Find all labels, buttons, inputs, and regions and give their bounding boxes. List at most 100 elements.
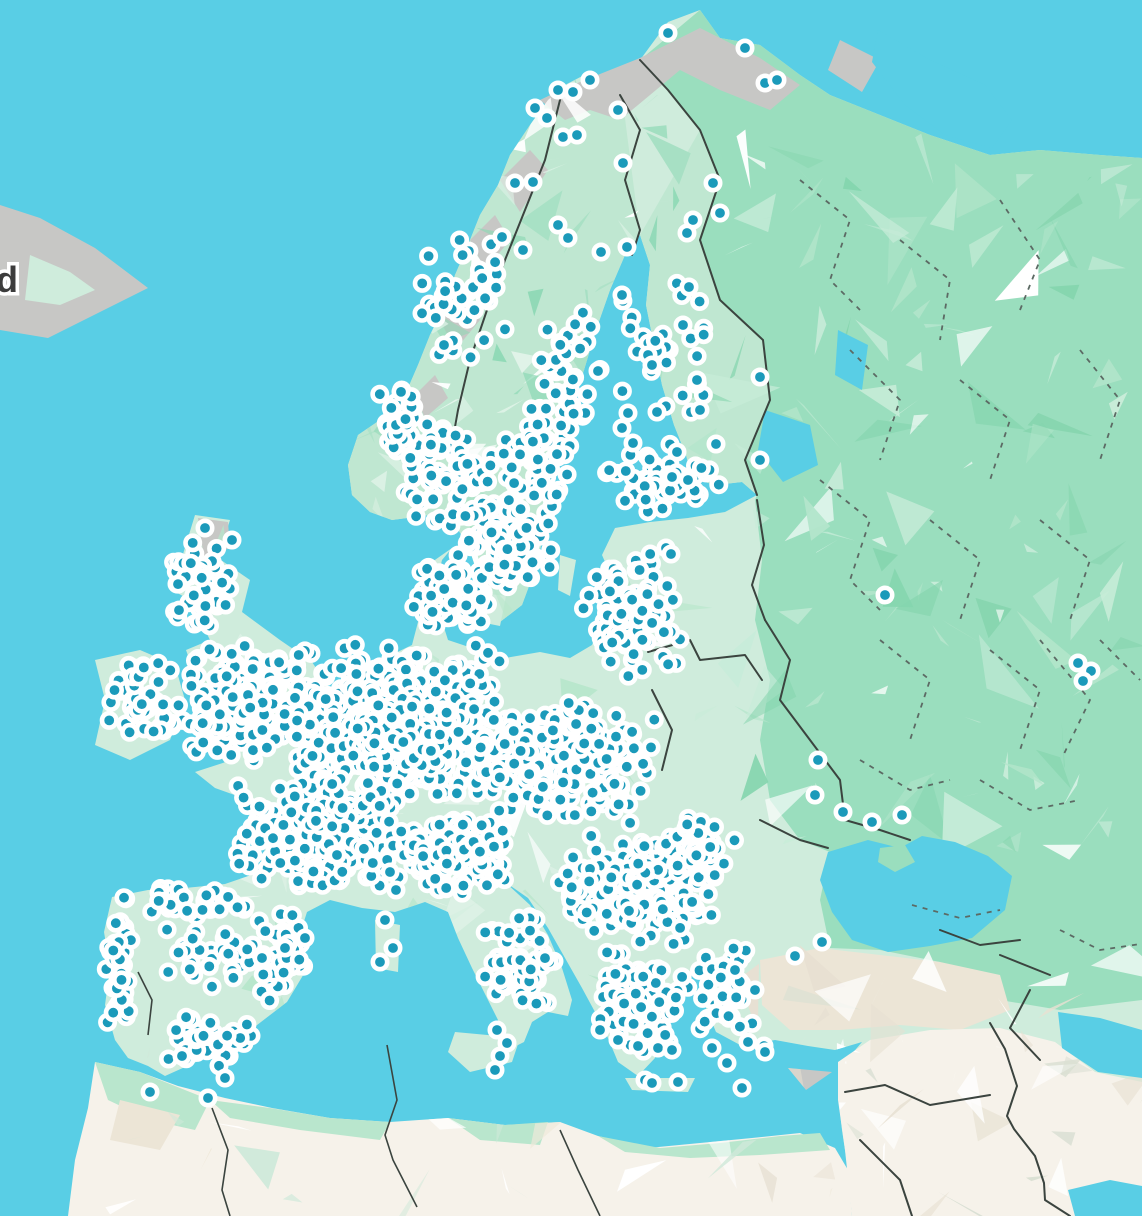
location-marker-poland-baltics[interactable] [602, 632, 622, 652]
location-marker-central-east-europe[interactable] [559, 693, 579, 713]
location-marker[interactable] [735, 38, 755, 58]
location-marker-alps-north-italy[interactable] [453, 815, 473, 835]
location-marker[interactable] [745, 980, 765, 1000]
location-marker-sweden-north-coast[interactable] [550, 335, 570, 355]
location-marker-finland-mid[interactable] [656, 353, 676, 373]
location-marker-sweden-south[interactable] [516, 518, 536, 538]
location-marker-alps-north-italy[interactable] [470, 842, 490, 862]
location-marker[interactable] [690, 400, 710, 420]
location-marker[interactable] [667, 442, 687, 462]
location-marker-finland-south[interactable] [640, 449, 660, 469]
location-marker-alps-north-italy[interactable] [488, 864, 508, 884]
location-marker-balkans[interactable] [670, 918, 690, 938]
location-marker-sweden-mid[interactable] [504, 473, 524, 493]
location-marker-poland-baltics[interactable] [618, 666, 638, 686]
location-marker-balkans[interactable] [581, 826, 601, 846]
location-marker-england[interactable] [252, 720, 272, 740]
location-marker[interactable] [195, 518, 215, 538]
location-marker-norway-south[interactable] [423, 489, 443, 509]
location-marker-core-inner[interactable] [421, 741, 441, 761]
location-marker[interactable] [662, 467, 682, 487]
location-marker[interactable] [563, 82, 583, 102]
location-marker-romania-moldova[interactable] [724, 830, 744, 850]
location-marker-france[interactable] [322, 774, 342, 794]
location-marker-core-inner[interactable] [343, 746, 363, 766]
location-marker-iberia-interior[interactable] [158, 962, 178, 982]
location-marker-core-inner[interactable] [419, 699, 439, 719]
location-marker-poland-baltics[interactable] [587, 567, 607, 587]
location-marker-iberia-north-coast[interactable] [149, 891, 169, 911]
location-marker-finland-south[interactable] [616, 461, 636, 481]
location-marker-sweden-south[interactable] [455, 506, 475, 526]
location-marker-core-benelux-germany[interactable] [316, 689, 336, 709]
location-marker-sweden-mid[interactable] [547, 484, 567, 504]
location-marker-sweden-mid[interactable] [510, 444, 530, 464]
location-marker-iberia-north-coast[interactable] [228, 897, 248, 917]
location-marker-france[interactable] [229, 854, 249, 874]
location-marker-turkey-west[interactable] [695, 1012, 715, 1032]
location-marker-france[interactable] [270, 779, 290, 799]
location-marker[interactable] [386, 880, 406, 900]
location-marker[interactable] [380, 862, 400, 882]
location-marker-central-east-europe[interactable] [620, 813, 640, 833]
location-marker-norway-south[interactable] [452, 479, 472, 499]
location-marker-poland-baltics[interactable] [654, 622, 674, 642]
location-marker-ireland[interactable] [149, 672, 169, 692]
location-marker-norway-mid-coast[interactable] [486, 278, 506, 298]
location-marker-sweden-north-coast[interactable] [528, 414, 548, 434]
location-marker[interactable] [548, 80, 568, 100]
location-marker-sweden-mid[interactable] [532, 473, 552, 493]
location-marker-france[interactable] [327, 845, 347, 865]
location-marker-alps-north-italy[interactable] [437, 854, 457, 874]
location-marker[interactable] [678, 470, 698, 490]
location-marker-central-east-europe[interactable] [537, 805, 557, 825]
location-marker-france[interactable] [280, 830, 300, 850]
location-marker-central-east-europe[interactable] [641, 737, 661, 757]
location-marker-france[interactable] [263, 828, 283, 848]
location-marker-norway-west-coast[interactable] [370, 384, 390, 404]
location-marker-france[interactable] [332, 862, 352, 882]
location-marker-poland-baltics[interactable] [624, 644, 644, 664]
location-marker[interactable] [875, 585, 895, 605]
location-marker-ireland[interactable] [169, 695, 189, 715]
location-marker-balkans[interactable] [601, 867, 621, 887]
location-marker-france[interactable] [354, 839, 374, 859]
location-marker[interactable] [661, 544, 681, 564]
location-marker-poland-baltics[interactable] [573, 598, 593, 618]
location-marker-iberia-north-coast[interactable] [196, 885, 216, 905]
location-marker-iberia-interior[interactable] [169, 942, 189, 962]
location-marker[interactable] [785, 946, 805, 966]
location-marker-central-east-europe[interactable] [583, 783, 603, 803]
location-marker-core-inner[interactable] [437, 703, 457, 723]
location-marker[interactable] [738, 1032, 758, 1052]
location-marker-italy-south[interactable] [499, 923, 519, 943]
location-marker[interactable] [702, 1038, 722, 1058]
location-marker-alps-north-italy[interactable] [413, 846, 433, 866]
location-marker-central-east-europe[interactable] [533, 777, 553, 797]
location-marker-core-benelux-germany[interactable] [478, 643, 498, 663]
location-marker-italy-south[interactable] [509, 908, 529, 928]
location-marker[interactable] [833, 802, 853, 822]
location-marker[interactable] [172, 1046, 192, 1066]
location-marker-central-east-europe[interactable] [589, 734, 609, 754]
location-marker-italy-south[interactable] [491, 970, 511, 990]
location-marker[interactable] [198, 1088, 218, 1108]
location-marker-england[interactable] [200, 639, 220, 659]
location-marker-norway-west-coast[interactable] [395, 409, 415, 429]
location-marker[interactable] [492, 227, 512, 247]
location-marker[interactable] [608, 1030, 628, 1050]
location-marker[interactable] [618, 403, 638, 423]
location-marker[interactable] [140, 1082, 160, 1102]
location-marker-norway-south[interactable] [478, 472, 498, 492]
location-marker[interactable] [687, 370, 707, 390]
location-marker-romania-moldova[interactable] [705, 865, 725, 885]
location-marker-sweden-mid[interactable] [523, 432, 543, 452]
location-marker-romania-moldova[interactable] [677, 814, 697, 834]
location-marker-england[interactable] [196, 695, 216, 715]
location-marker-central-east-europe[interactable] [609, 794, 629, 814]
location-marker-sweden-south[interactable] [511, 499, 531, 519]
location-marker-italy-south[interactable] [535, 948, 555, 968]
location-marker[interactable] [617, 237, 637, 257]
location-marker-greece-aegean[interactable] [605, 964, 625, 984]
location-marker-iberia-east-coast[interactable] [289, 950, 309, 970]
